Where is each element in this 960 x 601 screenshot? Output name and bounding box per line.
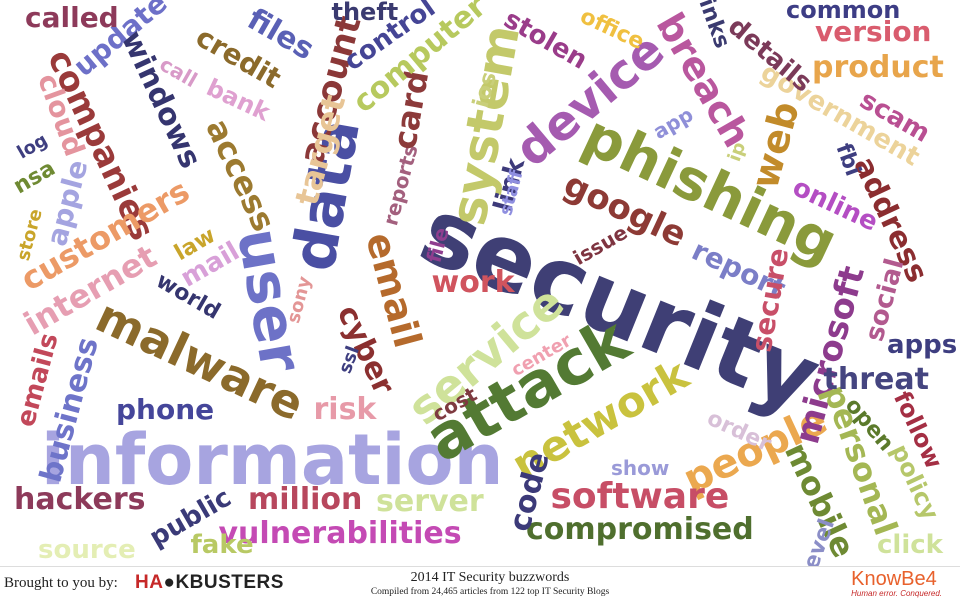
word-theft: theft — [331, 0, 399, 26]
footer-bar: Brought to you by: HA●KBUSTERS 2014 IT S… — [0, 566, 960, 601]
word-product: product — [812, 50, 944, 85]
word-fbi: fbi — [830, 140, 865, 180]
knowbe4-logo: KnowBe4 Human error. Conquered. — [851, 569, 942, 598]
word-show: show — [611, 456, 670, 480]
word-server: server — [376, 484, 484, 519]
word-reports: reports — [377, 141, 423, 229]
footer-title: 2014 IT Security buzzwords — [410, 570, 570, 585]
word-version: version — [815, 15, 932, 48]
word-compromised: compromised — [526, 512, 754, 547]
word-web: web — [742, 96, 808, 194]
word-risk: risk — [313, 392, 377, 427]
word-fake: fake — [190, 530, 254, 560]
word-hackers: hackers — [14, 482, 146, 517]
footer-subtitle: Compiled from 24,465 articles from 122 t… — [370, 587, 610, 597]
hackbusters-logo: HA●KBUSTERS — [135, 572, 284, 593]
word-apps: apps — [887, 330, 958, 360]
word-vulnerabilities: vulnerabilities — [218, 516, 462, 551]
word-called: called — [25, 1, 119, 34]
knowbe4-wordmark: KnowBe4 — [851, 568, 937, 590]
word-million: million — [248, 482, 363, 517]
word-click: click — [877, 530, 943, 560]
word-information: information — [41, 419, 504, 501]
word-software: software — [550, 476, 730, 517]
brought-to-you-label: Brought to you by: — [4, 575, 118, 591]
knowbe4-tagline: Human error. Conquered. — [851, 589, 942, 598]
word-cloud: security information data attack phishing use… — [9, 0, 958, 566]
word-ip: ip — [723, 139, 750, 165]
word-threat: threat — [823, 362, 929, 397]
word-common: common — [786, 0, 901, 24]
word-app: app — [648, 102, 698, 144]
word-access: access — [197, 112, 283, 238]
word-work: work — [431, 265, 515, 300]
word-source: source — [38, 535, 136, 565]
footer-caption: 2014 IT Security buzzwords Compiled from… — [340, 570, 640, 598]
word-phone: phone — [116, 393, 215, 426]
